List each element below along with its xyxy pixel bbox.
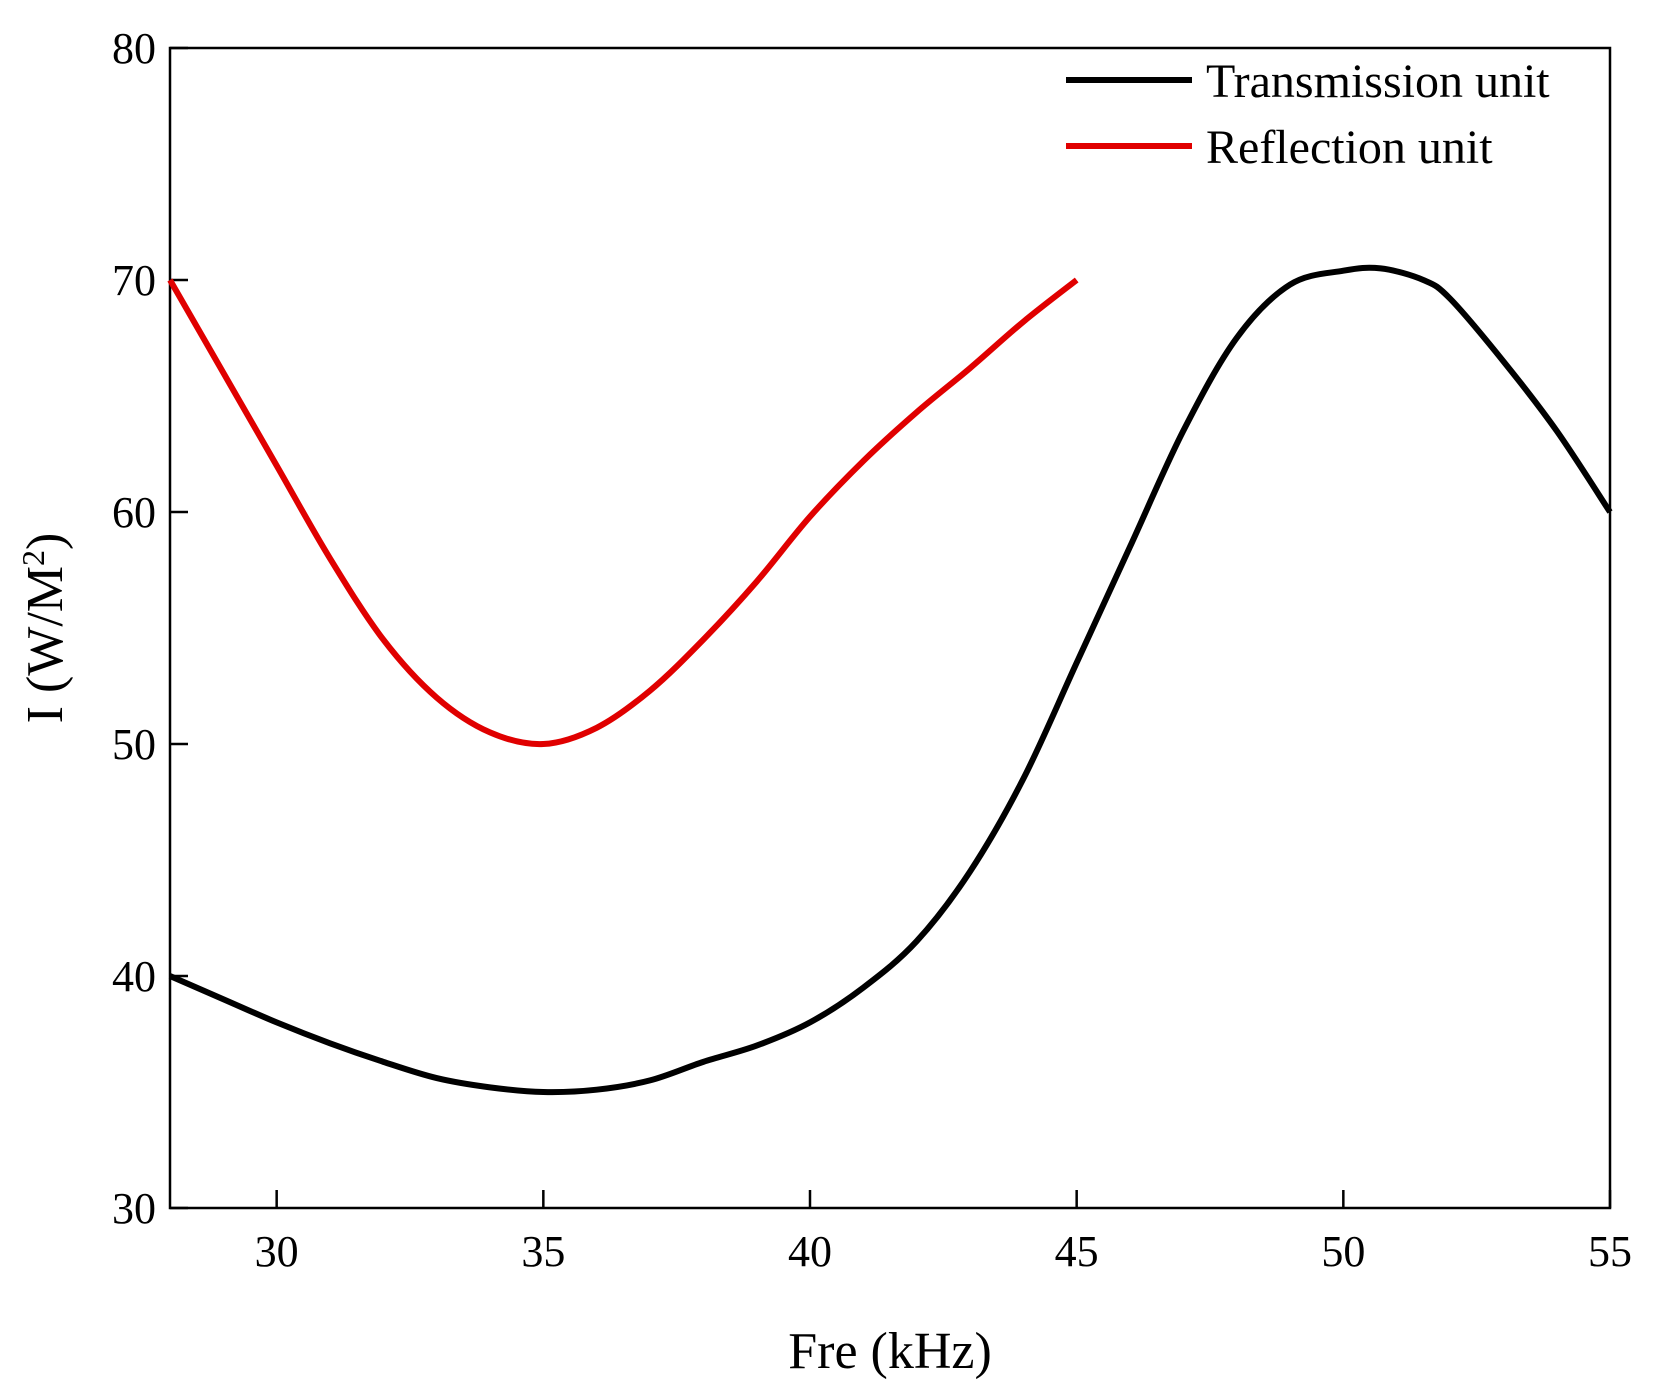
x-tick-label: 30 [255,1227,299,1276]
legend: Transmission unit Reflection unit [1066,55,1550,174]
x-tick-label: 40 [788,1227,832,1276]
y-axis-title-main: I (W/M [17,566,74,723]
y-axis-ticks: 30 40 50 60 70 80 [112,24,188,1233]
y-tick-label: 50 [112,720,156,769]
y-tick-label: 80 [112,24,156,73]
x-tick-label: 50 [1321,1227,1365,1276]
legend-label-reflection: Reflection unit [1206,121,1493,174]
x-axis-ticks: 30 35 40 45 50 55 [255,1190,1632,1276]
x-tick-label: 35 [521,1227,565,1276]
plot-area: 30 35 40 45 50 55 30 40 50 60 70 80 [112,24,1632,1276]
plot-frame [168,46,1612,1210]
y-tick-label: 40 [112,952,156,1001]
series-line-reflection-unit [167,277,1079,748]
legend-label-transmission: Transmission unit [1206,55,1550,108]
y-tick-label: 60 [112,488,156,537]
y-axis-title: I (W/M2) [15,533,74,724]
x-axis-title: Fre (kHz) [788,1323,992,1380]
x-tick-label: 55 [1588,1227,1632,1276]
y-axis-title-superscript: 2 [15,550,51,566]
y-axis-title-close: ) [17,533,74,550]
series-line-transmission-unit [168,264,1613,1096]
series-layer [167,264,1613,1096]
y-tick-label: 30 [112,1184,156,1233]
y-tick-label: 70 [112,256,156,305]
x-tick-label: 45 [1055,1227,1099,1276]
